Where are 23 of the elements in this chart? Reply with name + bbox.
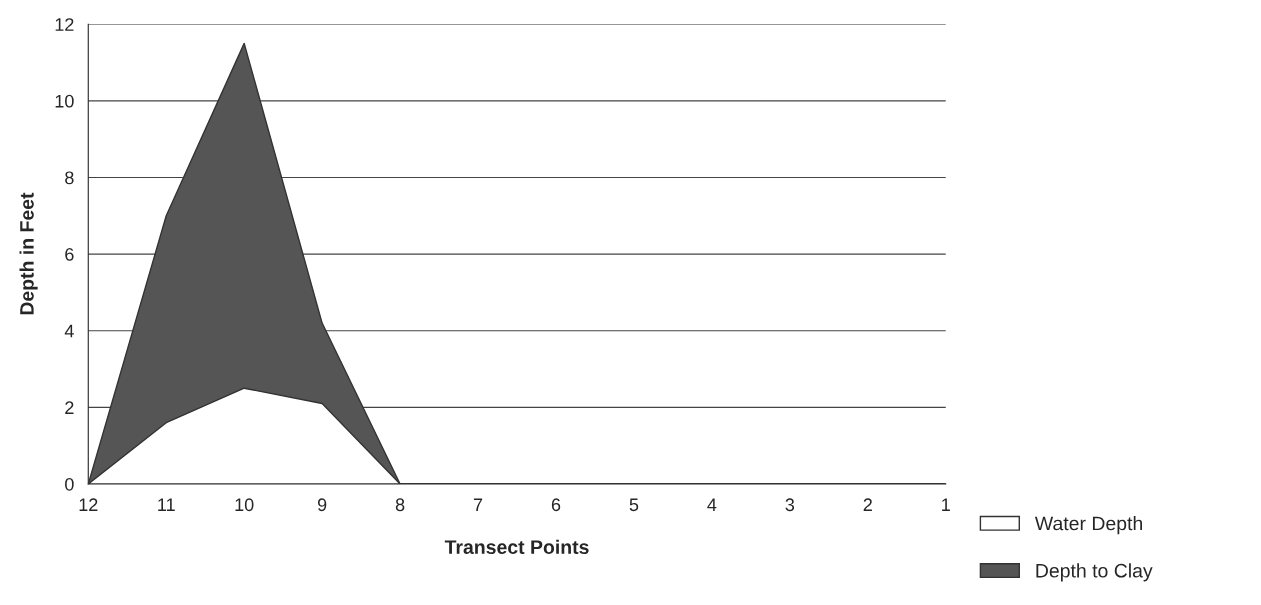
x-tick-label: 4	[707, 498, 717, 511]
x-tick-label: 6	[551, 498, 561, 512]
legend-label: Depth to Clay	[1036, 563, 1153, 582]
x-tick-label: 11	[158, 498, 175, 511]
x-tick-label: 9	[317, 498, 327, 512]
y-tick-label: 8	[65, 171, 74, 185]
x-tick-label: 5	[629, 498, 639, 512]
x-tick-label: 10	[235, 498, 254, 512]
legend-label: Water Depth	[1034, 516, 1142, 535]
x-tick-label: 3	[785, 498, 795, 512]
x-tick-label: 2	[863, 498, 872, 511]
y-tick-label: 2	[65, 401, 74, 414]
x-axis-title: Transect Points	[444, 539, 589, 554]
y-tick-label: 10	[55, 94, 74, 108]
x-tick-label: 7	[473, 498, 483, 511]
x-tick-label: 12	[79, 498, 98, 511]
y-tick-label: 12	[55, 18, 74, 31]
y-tick-label: 0	[65, 477, 74, 491]
y-axis-title: Depth in Feet	[19, 192, 38, 315]
x-tick-label: 8	[395, 498, 405, 512]
x-tick-label: 1	[942, 498, 950, 511]
y-tick-label: 6	[65, 248, 74, 261]
y-tick-label: 4	[64, 324, 74, 338]
